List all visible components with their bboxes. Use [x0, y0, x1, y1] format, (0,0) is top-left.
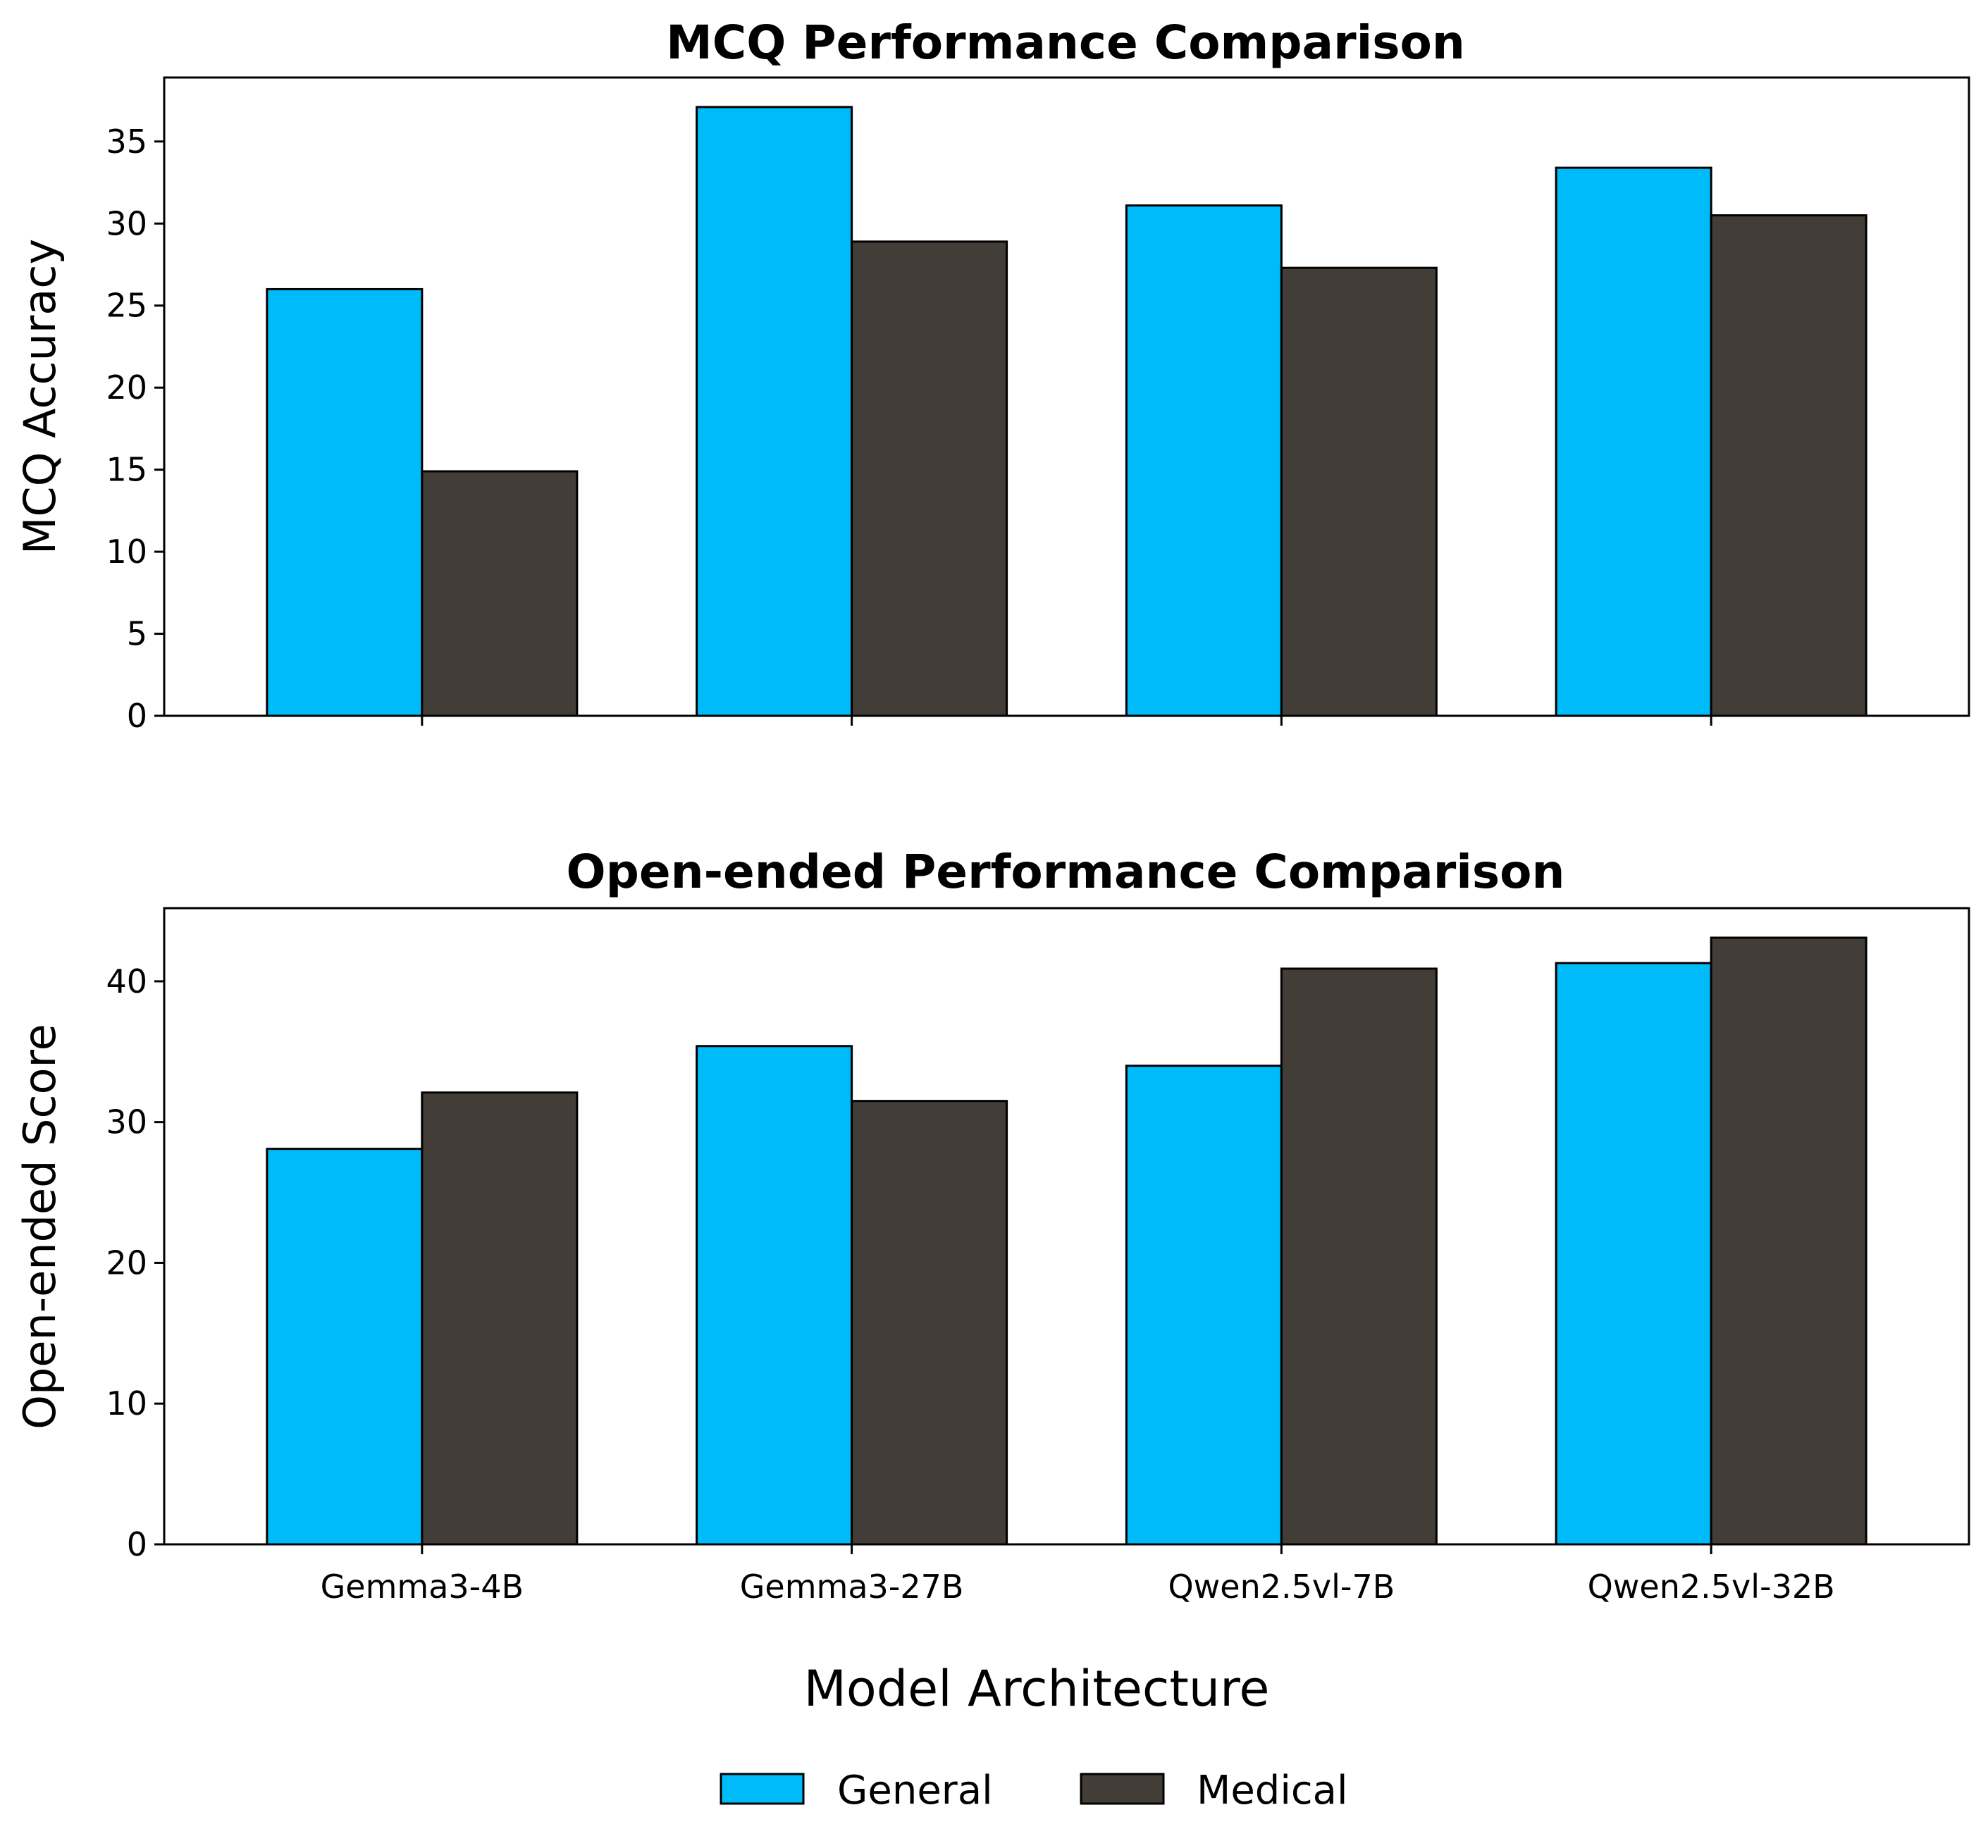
mcq-y-tick-label-15: 15 [106, 451, 147, 489]
open-ended-x-ticks: Gemma3-4B Gemma3-27B Qwen2.5vl-7B Qwen2.5vl… [321, 1544, 1835, 1606]
open-ended-chart: Open-ended Performance Comparison Open-e… [14, 845, 1970, 1606]
mcq-bar-qwen2-5vl-32b-medical [1710, 214, 1867, 717]
open-ended-chart-title: Open-ended Performance Comparison [566, 845, 1564, 899]
legend-swatch-medical [1080, 1773, 1165, 1805]
legend-label-medical: Medical [1197, 1768, 1348, 1813]
mcq-bar-gemma3-27b-medical [851, 240, 1008, 717]
mcq-bars [266, 106, 1867, 717]
mcq-bar-qwen2-5vl-7b-medical [1280, 266, 1438, 717]
open-ended-bar-gemma3-4b-medical [421, 1091, 579, 1546]
mcq-bar-gemma3-4b-general [266, 287, 424, 717]
mcq-y-tick-label-30: 30 [106, 204, 147, 242]
mcq-bar-gemma3-4b-medical [421, 470, 579, 717]
open-ended-x-tick-label-gemma3-4b: Gemma3-4B [321, 1568, 524, 1606]
open-ended-bar-qwen2-5vl-7b-general [1125, 1065, 1283, 1546]
legend-label-general: General [837, 1768, 993, 1813]
open-ended-bar-qwen2-5vl-32b-general [1555, 962, 1712, 1546]
mcq-y-axis-label: MCQ Accuracy [14, 239, 66, 554]
legend-swatch-general [720, 1773, 805, 1805]
open-ended-y-axis-label: Open-ended Score [14, 1024, 66, 1430]
open-ended-bars [266, 936, 1867, 1546]
mcq-y-ticks: 0 5 10 15 20 25 30 35 [106, 123, 164, 735]
open-ended-y-tick-label-20: 20 [106, 1244, 147, 1282]
open-ended-x-tick-label-qwen2-5vl-32b: Qwen2.5vl-32B [1588, 1568, 1835, 1606]
mcq-y-tick-label-25: 25 [106, 287, 147, 325]
x-axis-label: Model Architecture [804, 1660, 1270, 1718]
open-ended-bar-gemma3-27b-general [696, 1045, 853, 1546]
open-ended-y-tick-label-10: 10 [106, 1384, 147, 1422]
legend: General Medical [720, 1768, 1348, 1813]
open-ended-bar-qwen2-5vl-32b-medical [1710, 936, 1867, 1546]
mcq-y-tick-label-5: 5 [127, 615, 147, 653]
open-ended-y-tick-label-40: 40 [106, 962, 147, 1000]
open-ended-bar-qwen2-5vl-7b-medical [1280, 967, 1438, 1546]
mcq-chart: MCQ Performance Comparison MCQ Accuracy … [14, 15, 1970, 735]
open-ended-x-tick-label-qwen2-5vl-7b: Qwen2.5vl-7B [1168, 1568, 1395, 1606]
mcq-bar-qwen2-5vl-32b-general [1555, 166, 1712, 717]
open-ended-x-tick-label-gemma3-27b: Gemma3-27B [740, 1568, 964, 1606]
mcq-chart-title: MCQ Performance Comparison [666, 15, 1465, 70]
mcq-plot-frame [163, 76, 1970, 717]
mcq-y-tick-label-35: 35 [106, 123, 147, 161]
mcq-y-tick-label-0: 0 [127, 697, 147, 735]
mcq-y-tick-label-20: 20 [106, 368, 147, 407]
mcq-x-ticks [421, 716, 1712, 726]
open-ended-bar-gemma3-27b-medical [851, 1100, 1008, 1546]
mcq-bar-gemma3-27b-general [696, 106, 853, 717]
mcq-y-tick-label-10: 10 [106, 533, 147, 571]
open-ended-plot-frame [163, 907, 1970, 1546]
open-ended-y-tick-label-0: 0 [127, 1525, 147, 1563]
open-ended-bar-gemma3-4b-general [266, 1148, 424, 1546]
mcq-bar-qwen2-5vl-7b-general [1125, 204, 1283, 717]
open-ended-y-ticks: 0 10 20 30 40 [106, 962, 164, 1563]
open-ended-y-tick-label-30: 30 [106, 1103, 147, 1141]
